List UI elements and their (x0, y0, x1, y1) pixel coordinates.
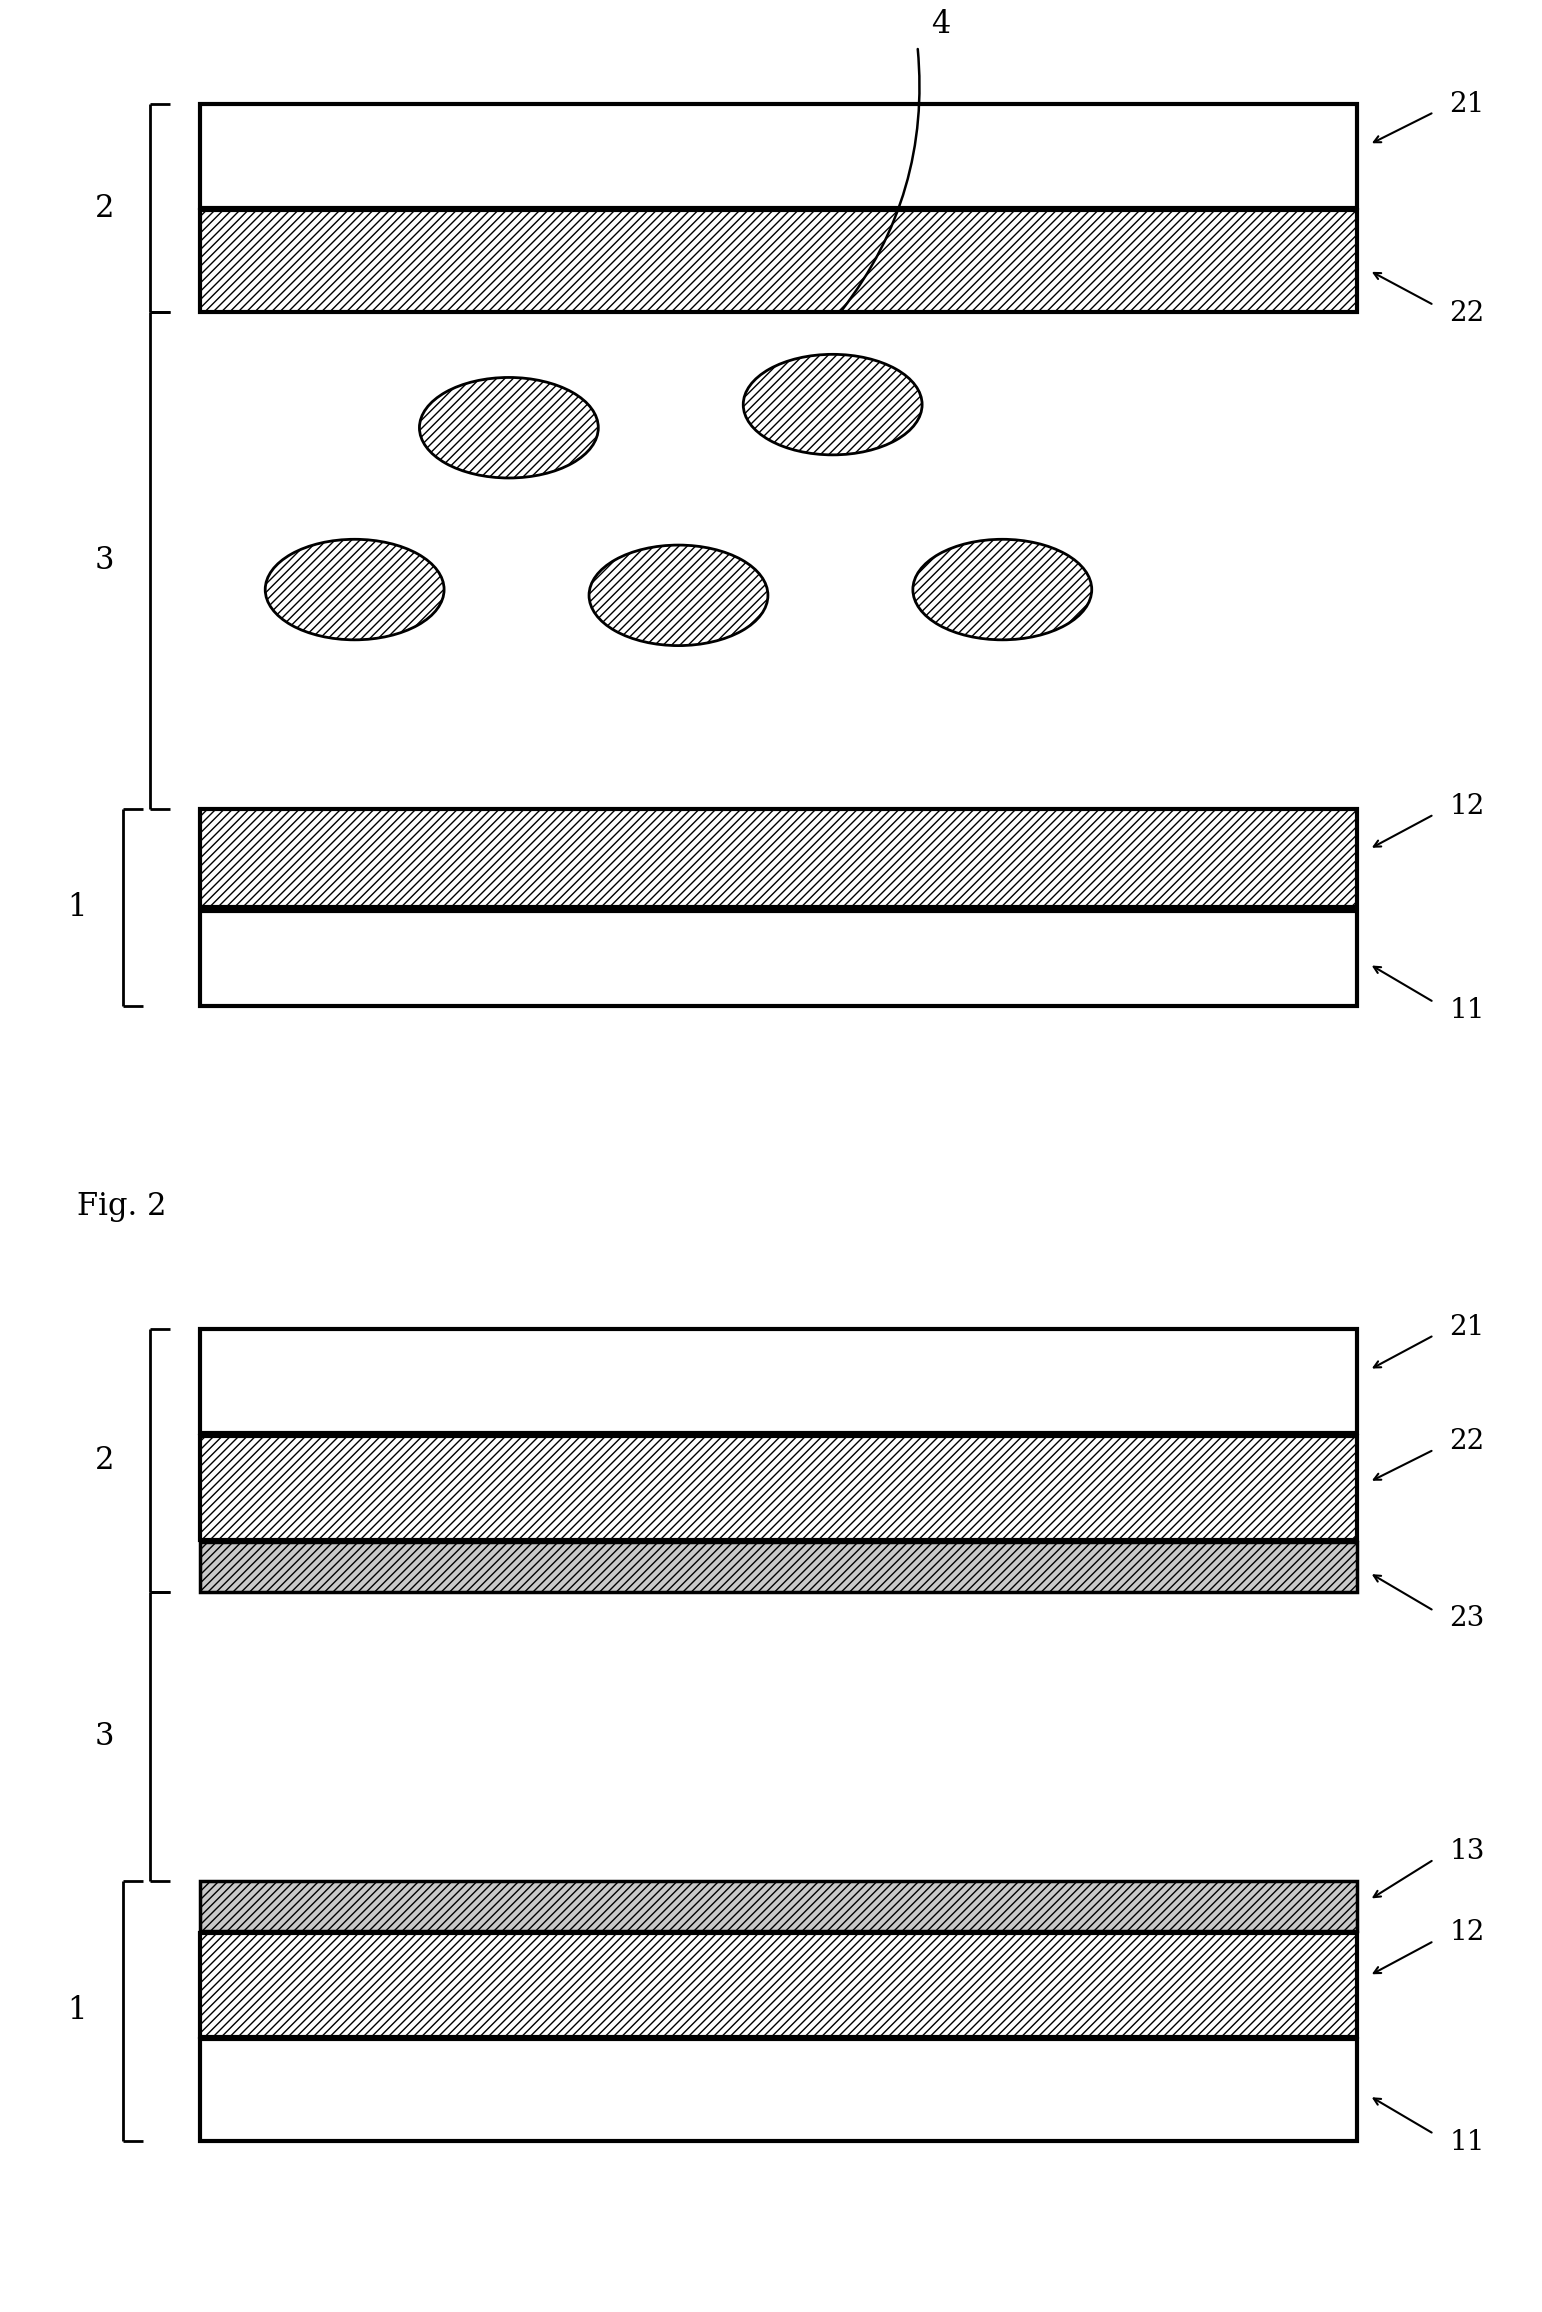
Ellipse shape (743, 354, 922, 455)
Text: 2: 2 (96, 1445, 114, 1475)
Text: 1: 1 (68, 1995, 86, 2025)
Text: Fig. 2: Fig. 2 (77, 1191, 167, 1221)
Text: 12: 12 (1449, 793, 1485, 821)
Text: 23: 23 (1449, 1605, 1485, 1632)
Bar (200, 1329, 1357, 1433)
Text: 3: 3 (96, 546, 114, 576)
Text: 2: 2 (96, 192, 114, 224)
Text: 21: 21 (1449, 1313, 1485, 1341)
Text: 11: 11 (1449, 996, 1485, 1024)
Bar (200, 911, 1357, 1006)
Ellipse shape (419, 377, 598, 479)
Ellipse shape (913, 539, 1092, 640)
Bar (200, 1882, 1357, 1931)
Ellipse shape (589, 546, 768, 645)
Text: 21: 21 (1449, 90, 1485, 118)
Bar (200, 809, 1357, 906)
Text: 11: 11 (1449, 2129, 1485, 2155)
Bar (200, 210, 1357, 312)
Bar (200, 1933, 1357, 2037)
Ellipse shape (265, 539, 444, 640)
Bar (200, 2039, 1357, 2141)
Bar (200, 104, 1357, 208)
Text: 3: 3 (96, 1720, 114, 1752)
Text: 1: 1 (68, 892, 86, 922)
Text: 13: 13 (1449, 1838, 1485, 1866)
Bar (200, 1436, 1357, 1540)
Text: 12: 12 (1449, 1919, 1485, 1947)
Text: 22: 22 (1449, 301, 1485, 326)
Text: 22: 22 (1449, 1429, 1485, 1454)
Bar (200, 1542, 1357, 1591)
Text: 4: 4 (931, 9, 950, 39)
